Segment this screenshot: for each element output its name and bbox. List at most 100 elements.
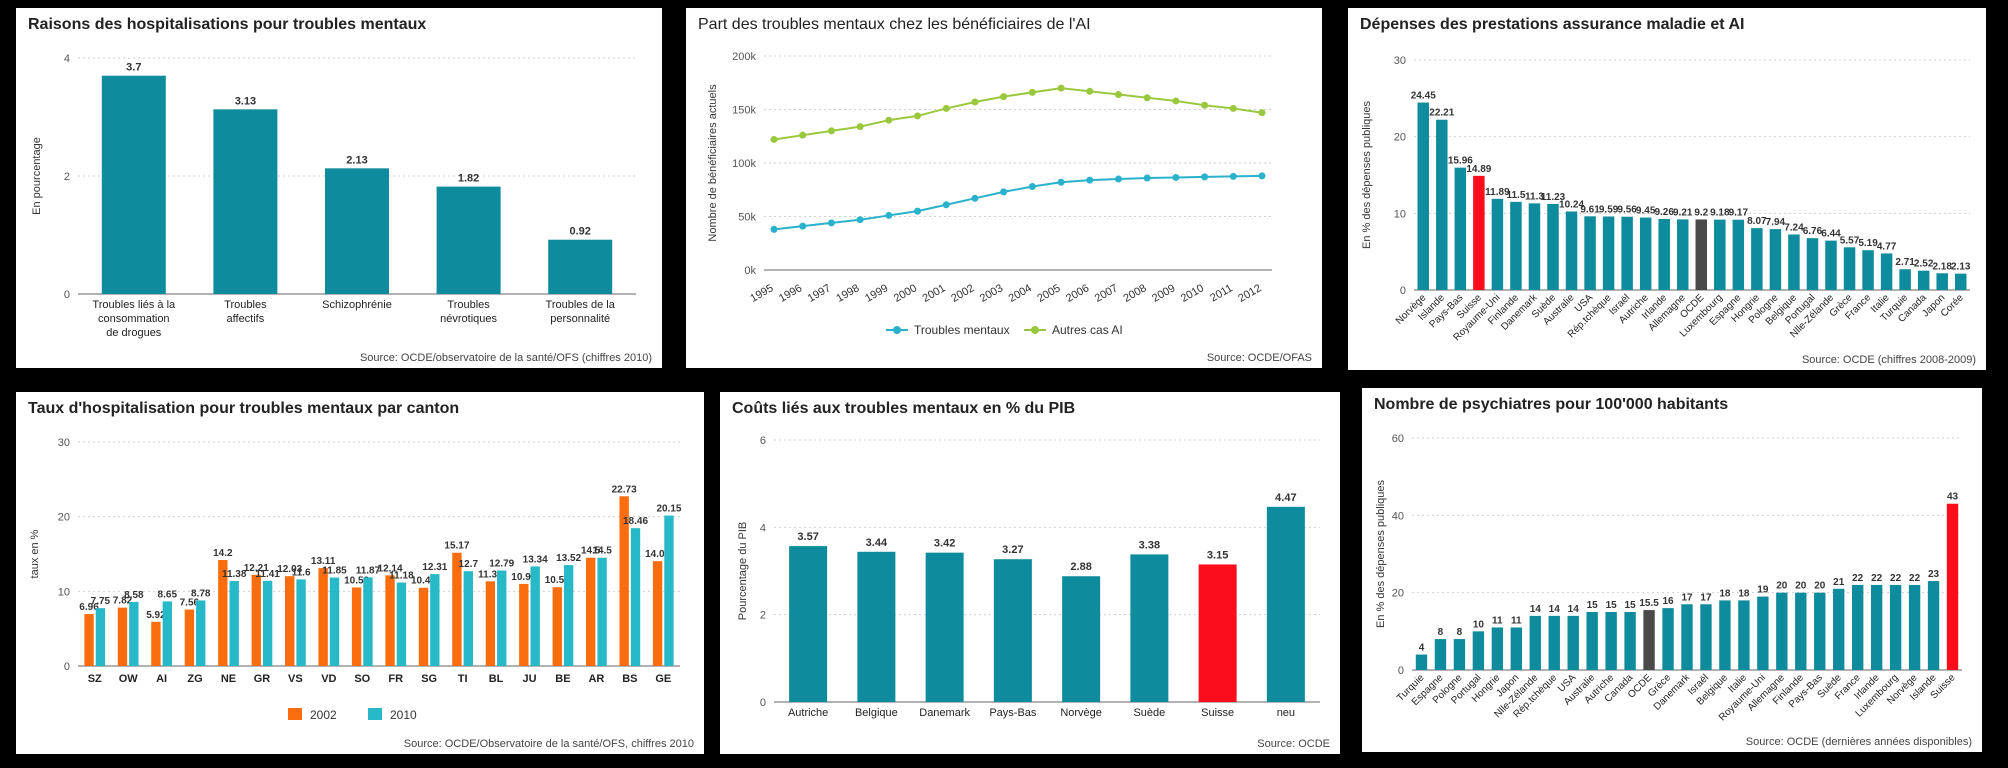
data-label: 1.82 xyxy=(458,173,479,185)
data-label: 12.7 xyxy=(459,559,479,570)
bar xyxy=(485,581,496,666)
legend-swatch xyxy=(288,708,302,720)
y-tick-label: 100k xyxy=(732,158,756,170)
y-tick-label: 10 xyxy=(58,586,70,598)
chart-title: Nombre de psychiatres pour 100'000 habit… xyxy=(1374,396,1729,413)
data-label: 17 xyxy=(1681,592,1693,603)
y-tick-label: 20 xyxy=(58,512,70,524)
x-tick-label: SO xyxy=(354,673,370,685)
data-label: 5.57 xyxy=(1840,235,1860,246)
data-label: 12.31 xyxy=(422,562,447,573)
data-label: 19 xyxy=(1757,585,1769,596)
bar xyxy=(1621,216,1633,290)
bar xyxy=(1852,584,1864,670)
chart-panel-hospitalisation-reasons: Raisons des hospitalisations pour troubl… xyxy=(16,8,662,368)
y-tick-label: 4 xyxy=(760,522,766,534)
bar xyxy=(1415,654,1428,670)
bar xyxy=(1862,250,1874,290)
data-label: 11.3 xyxy=(1525,191,1544,202)
y-axis-label: Pourcentage du PIB xyxy=(737,522,749,620)
bar xyxy=(101,75,166,294)
bar xyxy=(95,608,106,666)
x-tick-label: 2003 xyxy=(978,282,1005,305)
x-tick-label: affectifs xyxy=(227,313,265,325)
bar xyxy=(84,614,94,666)
chart-source: Source: OCDE/OFAS xyxy=(1206,352,1312,364)
bar xyxy=(497,570,507,666)
bar xyxy=(129,601,139,666)
y-axis-label: taux en % xyxy=(29,529,41,578)
x-tick-label: AR xyxy=(588,673,604,685)
legend-swatch xyxy=(893,326,901,334)
data-point xyxy=(885,211,893,219)
data-label: 12.79 xyxy=(489,559,514,570)
legend-swatch xyxy=(1031,326,1039,334)
bar xyxy=(363,577,373,666)
bar xyxy=(1062,576,1101,702)
data-point xyxy=(770,225,778,233)
x-tick-label: neu xyxy=(1277,707,1295,719)
bar xyxy=(213,109,278,294)
bar xyxy=(251,574,261,666)
data-label: 11.23 xyxy=(1541,192,1566,203)
data-label: 22 xyxy=(1909,573,1921,584)
bar xyxy=(1472,631,1485,670)
data-point xyxy=(1172,173,1180,181)
x-tick-label: 1996 xyxy=(777,282,804,305)
bar xyxy=(563,565,574,666)
x-tick-label: Schizophrénie xyxy=(322,299,392,311)
bar xyxy=(597,557,607,666)
bar xyxy=(1658,219,1670,290)
data-label: 14.2 xyxy=(213,548,233,559)
series-line xyxy=(773,174,1263,231)
data-label: 7.82 xyxy=(113,596,133,607)
x-tick-label: Troubles de la xyxy=(546,299,616,311)
bar xyxy=(1436,119,1448,291)
bar xyxy=(1567,615,1579,670)
data-label: 14 xyxy=(1549,604,1561,615)
data-label: 20 xyxy=(1776,581,1788,592)
x-tick-label: JU xyxy=(522,673,536,685)
data-label: 18 xyxy=(1719,588,1731,599)
bar xyxy=(1927,581,1940,670)
data-point xyxy=(1114,91,1122,99)
data-point xyxy=(914,112,922,120)
bar xyxy=(1880,253,1893,290)
x-tick-label: FR xyxy=(388,673,403,685)
data-label: 8.78 xyxy=(191,588,211,599)
data-point xyxy=(799,222,807,230)
x-tick-label: VS xyxy=(288,673,303,685)
bar xyxy=(318,568,328,666)
chart-title: Raisons des hospitalisations pour troubl… xyxy=(28,16,427,33)
data-label: 20 xyxy=(1795,581,1807,592)
data-label: 3.7 xyxy=(126,62,141,74)
bar xyxy=(1529,615,1541,670)
data-label: 9.59 xyxy=(1599,204,1619,215)
bar xyxy=(385,575,395,666)
y-tick-label: 30 xyxy=(1394,55,1406,67)
bar xyxy=(117,607,128,666)
bar xyxy=(1899,269,1911,290)
chart-source: Source: OCDE xyxy=(1257,738,1330,750)
bar xyxy=(1565,211,1578,290)
data-label: 7.24 xyxy=(1784,222,1804,233)
data-point xyxy=(1028,88,1036,96)
x-tick-label: névrotiques xyxy=(440,313,497,325)
y-tick-label: 20 xyxy=(1392,588,1404,600)
bar xyxy=(262,580,273,666)
data-point xyxy=(1258,172,1266,180)
x-tick-label: 2006 xyxy=(1064,282,1091,305)
data-label: 22 xyxy=(1890,573,1902,584)
data-label: 23 xyxy=(1928,569,1940,580)
bar xyxy=(630,528,641,666)
y-tick-label: 2 xyxy=(760,610,766,622)
bar xyxy=(1719,600,1731,670)
x-tick-label: Pays-Bas xyxy=(989,707,1037,719)
y-tick-label: 0 xyxy=(64,289,70,301)
x-tick-label: 2002 xyxy=(949,282,976,305)
data-point xyxy=(942,201,950,209)
data-point xyxy=(1201,173,1209,181)
x-tick-label: Danemark xyxy=(919,707,970,719)
data-point xyxy=(1086,87,1094,95)
